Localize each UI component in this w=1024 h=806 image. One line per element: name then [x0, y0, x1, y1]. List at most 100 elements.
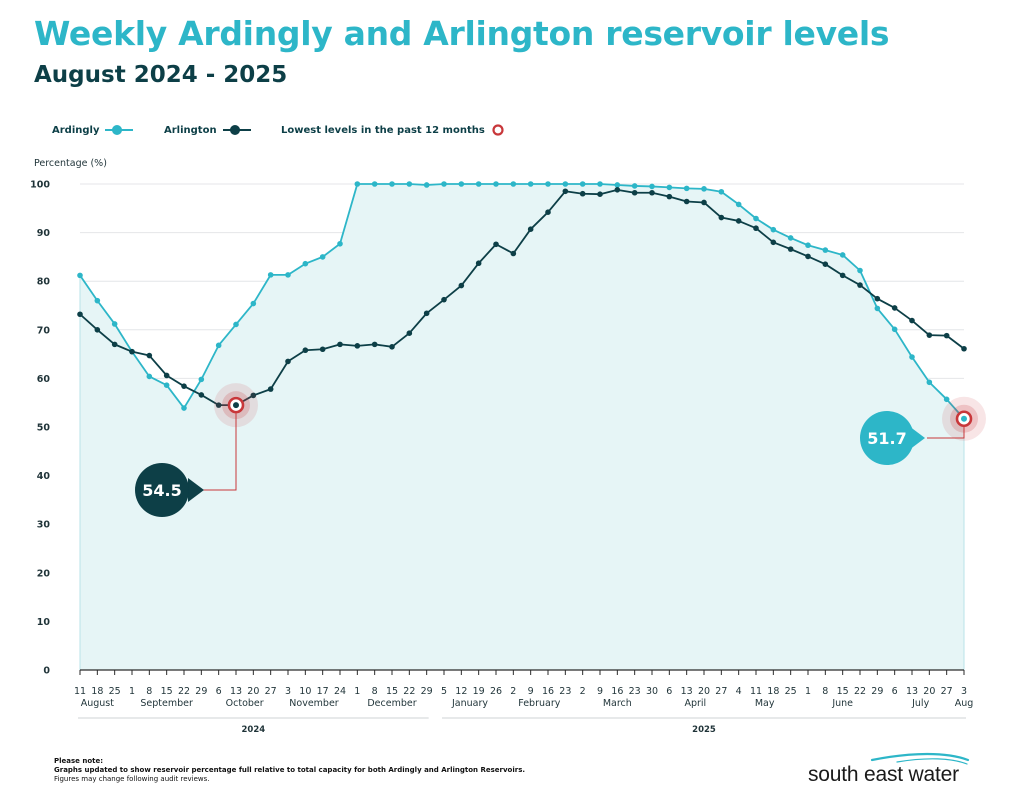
x-tick-label: 6	[666, 686, 672, 697]
arlington-point	[198, 392, 205, 398]
annotation-leader-line	[200, 412, 237, 491]
ardingly-point	[822, 247, 829, 253]
x-tick-label: 24	[334, 686, 346, 697]
callout-bubble	[135, 463, 189, 517]
callout-value: 51.7	[867, 429, 906, 448]
x-tick-label: 30	[646, 686, 658, 697]
ardingly-point	[285, 272, 291, 278]
x-tick-label: 22	[854, 686, 866, 697]
arlington-point	[579, 190, 586, 197]
arlington-point	[649, 189, 655, 196]
arlington-point	[406, 330, 413, 337]
arlington-point	[163, 372, 170, 379]
x-year-label: 2024	[241, 725, 265, 735]
legend-line-arlington-icon	[222, 125, 251, 135]
footnote-heading: Please note:	[54, 757, 104, 765]
y-tick-label: 80	[37, 277, 51, 288]
arlington-point	[787, 246, 794, 252]
x-tick-label: 16	[542, 686, 554, 697]
arlington-point	[527, 226, 534, 232]
y-tick-label: 40	[37, 471, 51, 482]
x-tick-label: 25	[109, 686, 121, 697]
ardingly-point	[302, 260, 309, 267]
x-tick-label: 22	[403, 686, 415, 697]
x-tick-label: 8	[822, 686, 828, 697]
arlington-point	[943, 332, 950, 339]
y-tick-label: 0	[43, 666, 50, 677]
x-tick-label: 6	[216, 686, 222, 697]
x-month-label: February	[518, 698, 560, 709]
arlington-point	[493, 241, 499, 248]
x-tick-label: 18	[91, 686, 103, 697]
x-tick-label: 5	[441, 686, 447, 697]
x-tick-label: 8	[146, 686, 152, 697]
footnote: Please note: Graphs updated to show rese…	[54, 757, 525, 784]
ardingly-point	[510, 181, 517, 187]
x-tick-label: 12	[455, 686, 467, 697]
arlington-point	[770, 239, 777, 246]
x-month-label: January	[451, 698, 488, 709]
x-tick-label: 6	[892, 686, 898, 697]
x-tick-label: 20	[923, 686, 935, 697]
arlington-point	[683, 198, 690, 205]
x-tick-label: 26	[490, 686, 502, 697]
page-subtitle: August 2024 - 2025	[34, 62, 288, 88]
arlington-point	[337, 341, 343, 348]
x-tick-label: 19	[473, 686, 485, 697]
ardingly-point	[666, 184, 673, 191]
lowest-point	[961, 415, 967, 422]
legend-line-ardingly-icon	[105, 125, 134, 135]
ardingly-point	[649, 183, 655, 190]
arlington-point	[926, 332, 933, 338]
ardingly-line	[79, 183, 965, 420]
legend-item-ardingly: Ardingly	[52, 122, 134, 138]
x-month-label: November	[289, 698, 339, 709]
ardingly-point	[267, 272, 274, 278]
x-tick-label: 15	[837, 686, 849, 697]
arlington-point	[562, 188, 569, 195]
ardingly-point	[909, 354, 915, 360]
ardingly-point	[146, 373, 153, 380]
arlington-point	[250, 392, 257, 399]
arlington-point	[285, 358, 291, 365]
arlington-point	[822, 261, 829, 267]
arlington-point	[302, 347, 309, 354]
annotation-leader-line	[927, 425, 965, 439]
arlington-point	[614, 187, 621, 193]
ardingly-point	[545, 181, 551, 187]
callout-pointer	[188, 478, 204, 502]
y-tick-label: 70	[37, 325, 51, 336]
ardingly-point	[718, 188, 725, 195]
ardingly-point	[371, 181, 378, 187]
x-tick-label: 23	[559, 686, 571, 697]
ardingly-point	[753, 215, 759, 222]
ardingly-area	[80, 184, 964, 670]
arlington-point	[94, 327, 101, 333]
arlington-point	[129, 348, 135, 355]
ardingly-point	[787, 235, 794, 241]
footnote-line-1: Graphs updated to show reservoir percent…	[54, 766, 526, 774]
ardingly-point	[250, 300, 257, 307]
x-tick-label: 1	[805, 686, 811, 697]
x-month-label: July	[911, 698, 929, 709]
lowest-marker-icon	[492, 124, 504, 136]
ardingly-point	[527, 181, 534, 187]
ardingly-point	[406, 181, 413, 187]
arlington-point	[441, 296, 447, 303]
ardingly-point	[319, 254, 326, 260]
logo-swoosh-icon	[870, 752, 970, 765]
y-tick-label: 50	[37, 423, 51, 434]
x-tick-label: 9	[528, 686, 534, 697]
arlington-point	[319, 346, 326, 353]
ardingly-point	[579, 181, 586, 187]
x-tick-label: 25	[785, 686, 797, 697]
legend-label-ardingly: Ardingly	[52, 124, 100, 136]
callout-value: 54.5	[142, 481, 181, 500]
ardingly-point	[614, 182, 621, 188]
arlington-point	[909, 317, 915, 324]
y-tick-label: 90	[37, 228, 51, 239]
arlington-point	[77, 311, 83, 318]
arlington-point	[631, 189, 638, 196]
y-axis-label: Percentage (%)	[34, 158, 107, 169]
